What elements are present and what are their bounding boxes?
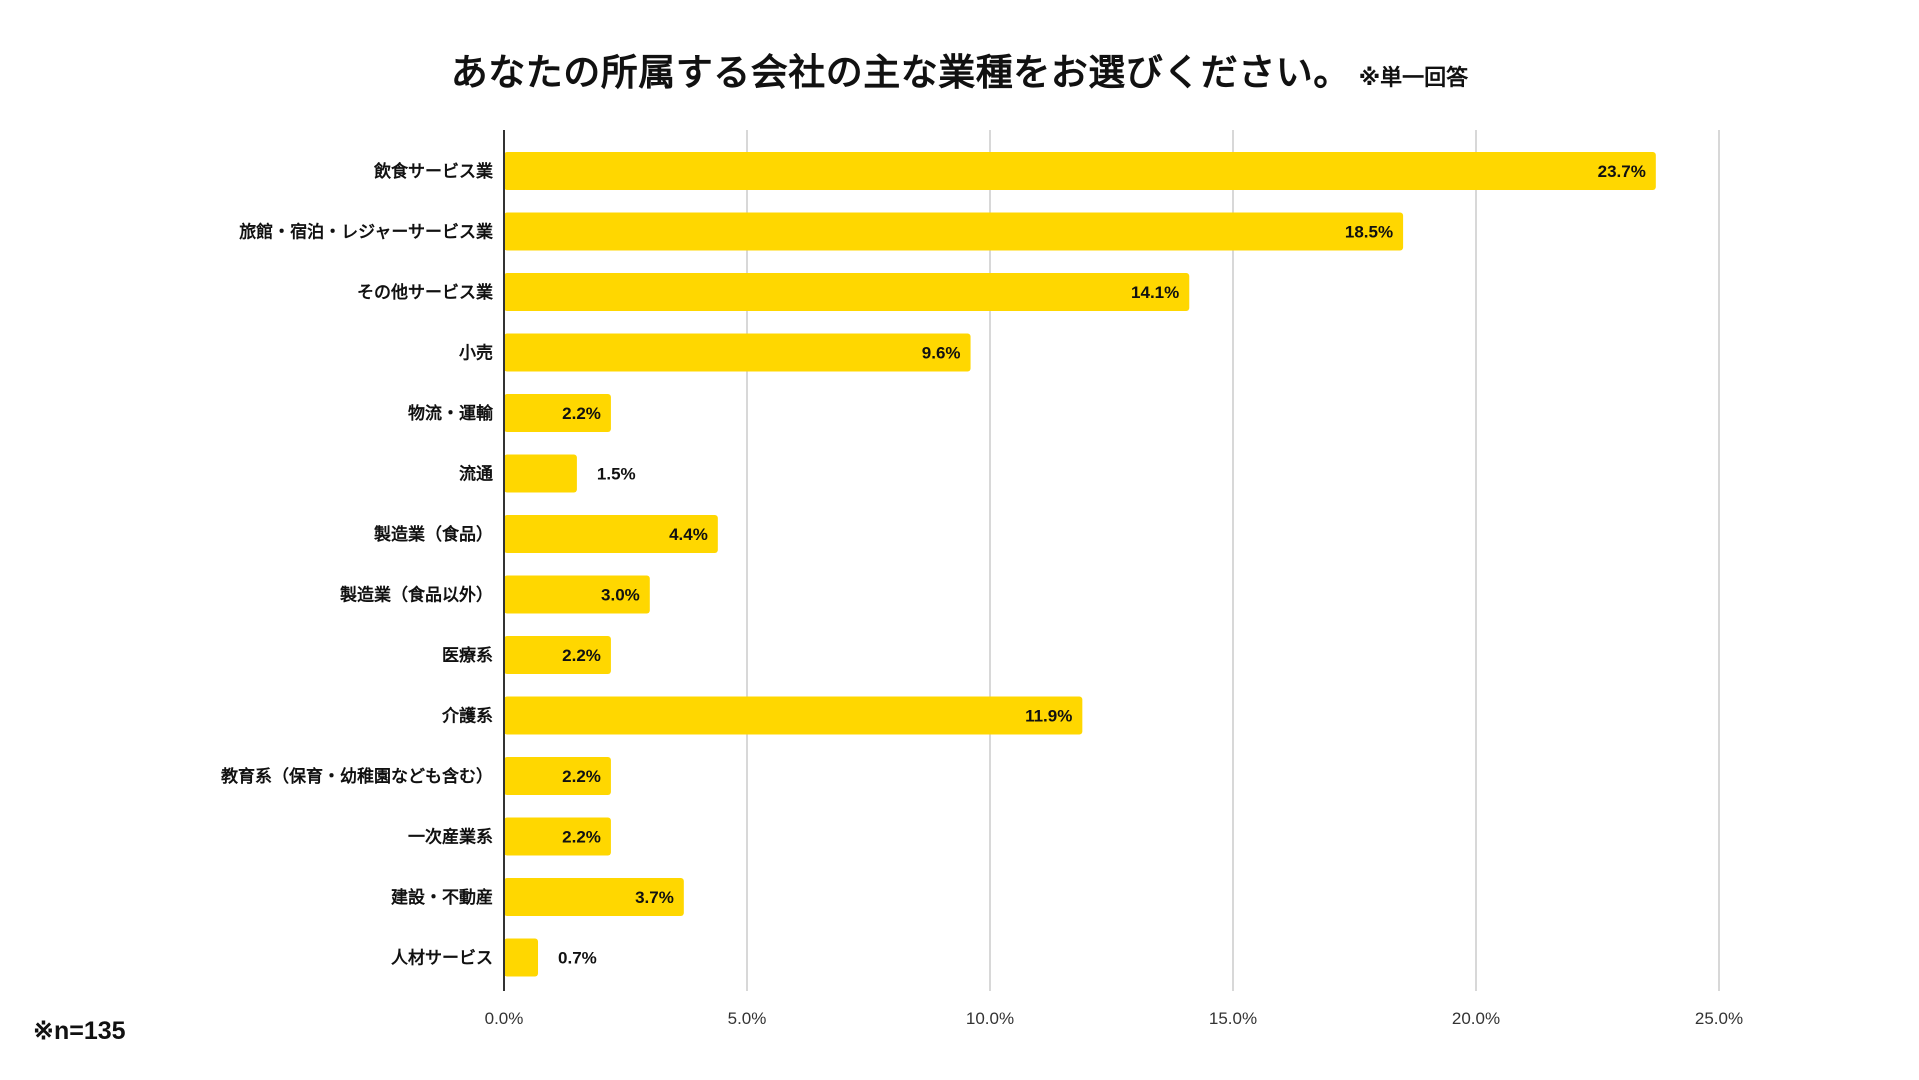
x-tick-label: 15.0% xyxy=(1209,1009,1257,1028)
bar xyxy=(504,817,611,856)
x-tick-label: 0.0% xyxy=(485,1009,524,1028)
data-label: 3.7% xyxy=(635,888,674,907)
category-label: 製造業（食品） xyxy=(373,524,493,545)
category-label: 一次産業系 xyxy=(408,827,493,848)
bar xyxy=(504,696,1083,735)
data-label: 2.2% xyxy=(562,828,601,847)
chart-title-block: あなたの所属する会社の主な業種をお選びください。 ※単一回答 xyxy=(0,42,1919,96)
category-label: 物流・運輸 xyxy=(408,403,494,424)
category-label: 介護系 xyxy=(441,706,493,727)
category-label: 旅館・宿泊・レジャーサービス業 xyxy=(239,222,493,243)
category-label: 医療系 xyxy=(442,645,493,666)
category-label: 小売 xyxy=(459,343,493,364)
sample-size-note: ※n=135 xyxy=(33,1017,126,1045)
bar xyxy=(504,575,650,614)
chart-subtitle: ※単一回答 xyxy=(1358,66,1469,91)
data-label: 0.7% xyxy=(558,949,597,968)
bar xyxy=(504,515,718,553)
data-label: 9.6% xyxy=(922,344,961,363)
bar xyxy=(504,454,577,493)
category-label: その他サービス業 xyxy=(357,282,493,303)
bar xyxy=(504,394,611,432)
bar xyxy=(504,333,971,372)
bar xyxy=(504,636,611,674)
x-tick-label: 5.0% xyxy=(728,1009,767,1028)
category-label: 飲食サービス業 xyxy=(373,161,493,182)
data-label: 23.7% xyxy=(1598,162,1646,181)
data-label: 18.5% xyxy=(1345,223,1393,242)
bar xyxy=(504,757,611,795)
bar xyxy=(504,878,684,916)
bar xyxy=(504,273,1190,311)
x-tick-label: 25.0% xyxy=(1695,1009,1743,1028)
x-tick-label: 10.0% xyxy=(966,1009,1014,1028)
category-label: 製造業（食品以外） xyxy=(339,585,493,606)
data-label: 11.9% xyxy=(1025,707,1072,726)
data-label: 2.2% xyxy=(562,646,601,665)
category-label: 教育系（保育・幼稚園なども含む） xyxy=(220,766,493,787)
data-label: 14.1% xyxy=(1131,283,1179,302)
category-label: 人材サービス xyxy=(391,948,493,969)
category-label: 流通 xyxy=(459,464,493,485)
data-label: 3.0% xyxy=(601,586,640,605)
chart-title: あなたの所属する会社の主な業種をお選びください。 xyxy=(450,51,1351,94)
bar xyxy=(504,152,1656,190)
category-label: 建設・不動産 xyxy=(391,887,493,908)
data-label: 2.2% xyxy=(562,767,601,786)
data-label: 1.5% xyxy=(597,465,636,484)
data-label: 4.4% xyxy=(669,525,708,544)
data-label: 2.2% xyxy=(562,404,601,423)
bar xyxy=(504,212,1404,251)
bar xyxy=(504,938,539,977)
x-tick-label: 20.0% xyxy=(1452,1009,1500,1028)
